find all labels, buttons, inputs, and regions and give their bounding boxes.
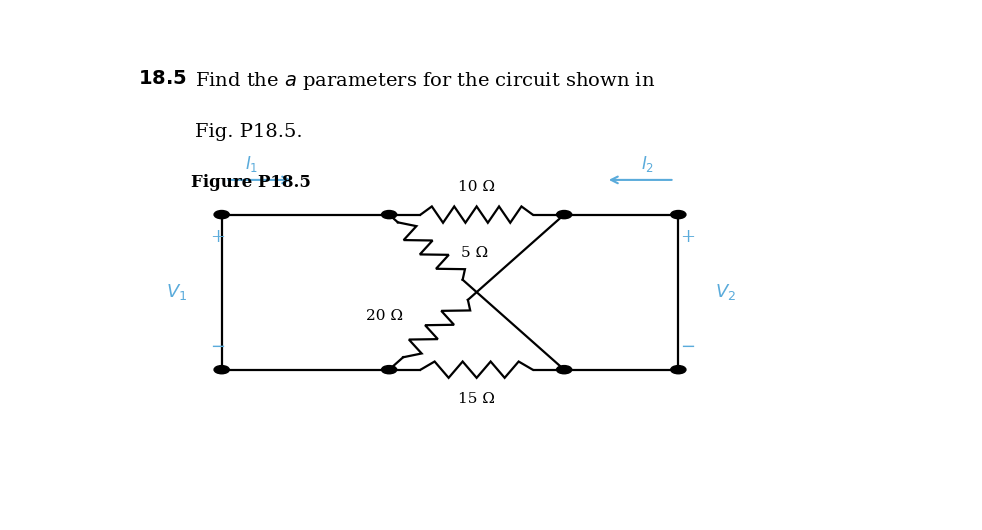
Circle shape	[381, 210, 397, 219]
Text: −: −	[210, 338, 226, 356]
Text: Fig. P18.5.: Fig. P18.5.	[195, 123, 302, 141]
Circle shape	[214, 366, 230, 374]
Text: +: +	[210, 228, 226, 246]
Text: 20 Ω: 20 Ω	[366, 309, 403, 323]
Circle shape	[557, 210, 572, 219]
Text: Find the $a$ parameters for the circuit shown in: Find the $a$ parameters for the circuit …	[195, 70, 655, 92]
Circle shape	[671, 366, 685, 374]
Text: $\mathbf{18.5}$: $\mathbf{18.5}$	[137, 70, 187, 88]
Text: $V_2$: $V_2$	[715, 282, 736, 302]
Circle shape	[671, 210, 685, 219]
Text: Figure P18.5: Figure P18.5	[191, 174, 311, 191]
Text: 5 Ω: 5 Ω	[461, 246, 488, 260]
Text: $I_2$: $I_2$	[641, 154, 654, 174]
Text: +: +	[680, 228, 695, 246]
Text: $V_1$: $V_1$	[166, 282, 188, 302]
Circle shape	[381, 366, 397, 374]
Text: 15 Ω: 15 Ω	[459, 392, 495, 406]
Text: $I_1$: $I_1$	[246, 154, 259, 174]
Circle shape	[214, 210, 230, 219]
Text: 10 Ω: 10 Ω	[459, 180, 495, 194]
Circle shape	[557, 366, 572, 374]
Text: −: −	[680, 338, 695, 356]
